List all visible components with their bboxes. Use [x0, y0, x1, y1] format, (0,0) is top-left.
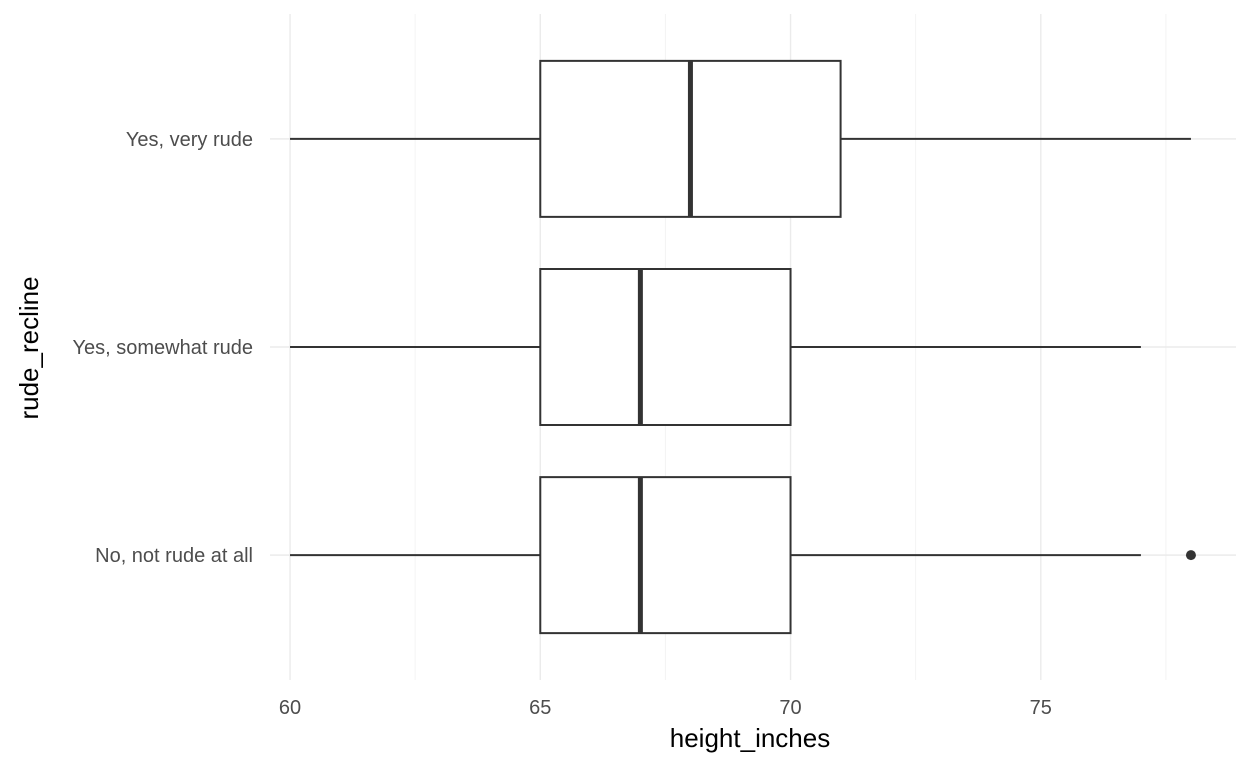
boxplot-marks — [290, 59, 1196, 635]
x-tick-label: 65 — [529, 697, 551, 719]
y-axis-tick-labels: No, not rude at all Yes, somewhat rude Yes… — [73, 129, 253, 567]
outlier-point — [1185, 550, 1196, 561]
x-axis-tick-labels: 60 65 70 75 — [279, 697, 1052, 719]
boxplot-group — [290, 476, 1196, 635]
boxplot-group — [290, 268, 1141, 426]
y-tick-label: Yes, very rude — [126, 129, 253, 151]
y-tick-label: Yes, somewhat rude — [73, 337, 253, 359]
boxplot-group — [290, 59, 1191, 218]
iqr-box — [539, 268, 792, 426]
x-tick-label: 60 — [279, 697, 301, 719]
iqr-box — [539, 476, 792, 635]
y-axis-title: rude_recline — [14, 276, 44, 419]
x-tick-label: 75 — [1030, 697, 1052, 719]
y-tick-label: No, not rude at all — [95, 545, 253, 567]
x-axis-title: height_inches — [670, 723, 830, 753]
x-tick-label: 70 — [779, 697, 801, 719]
